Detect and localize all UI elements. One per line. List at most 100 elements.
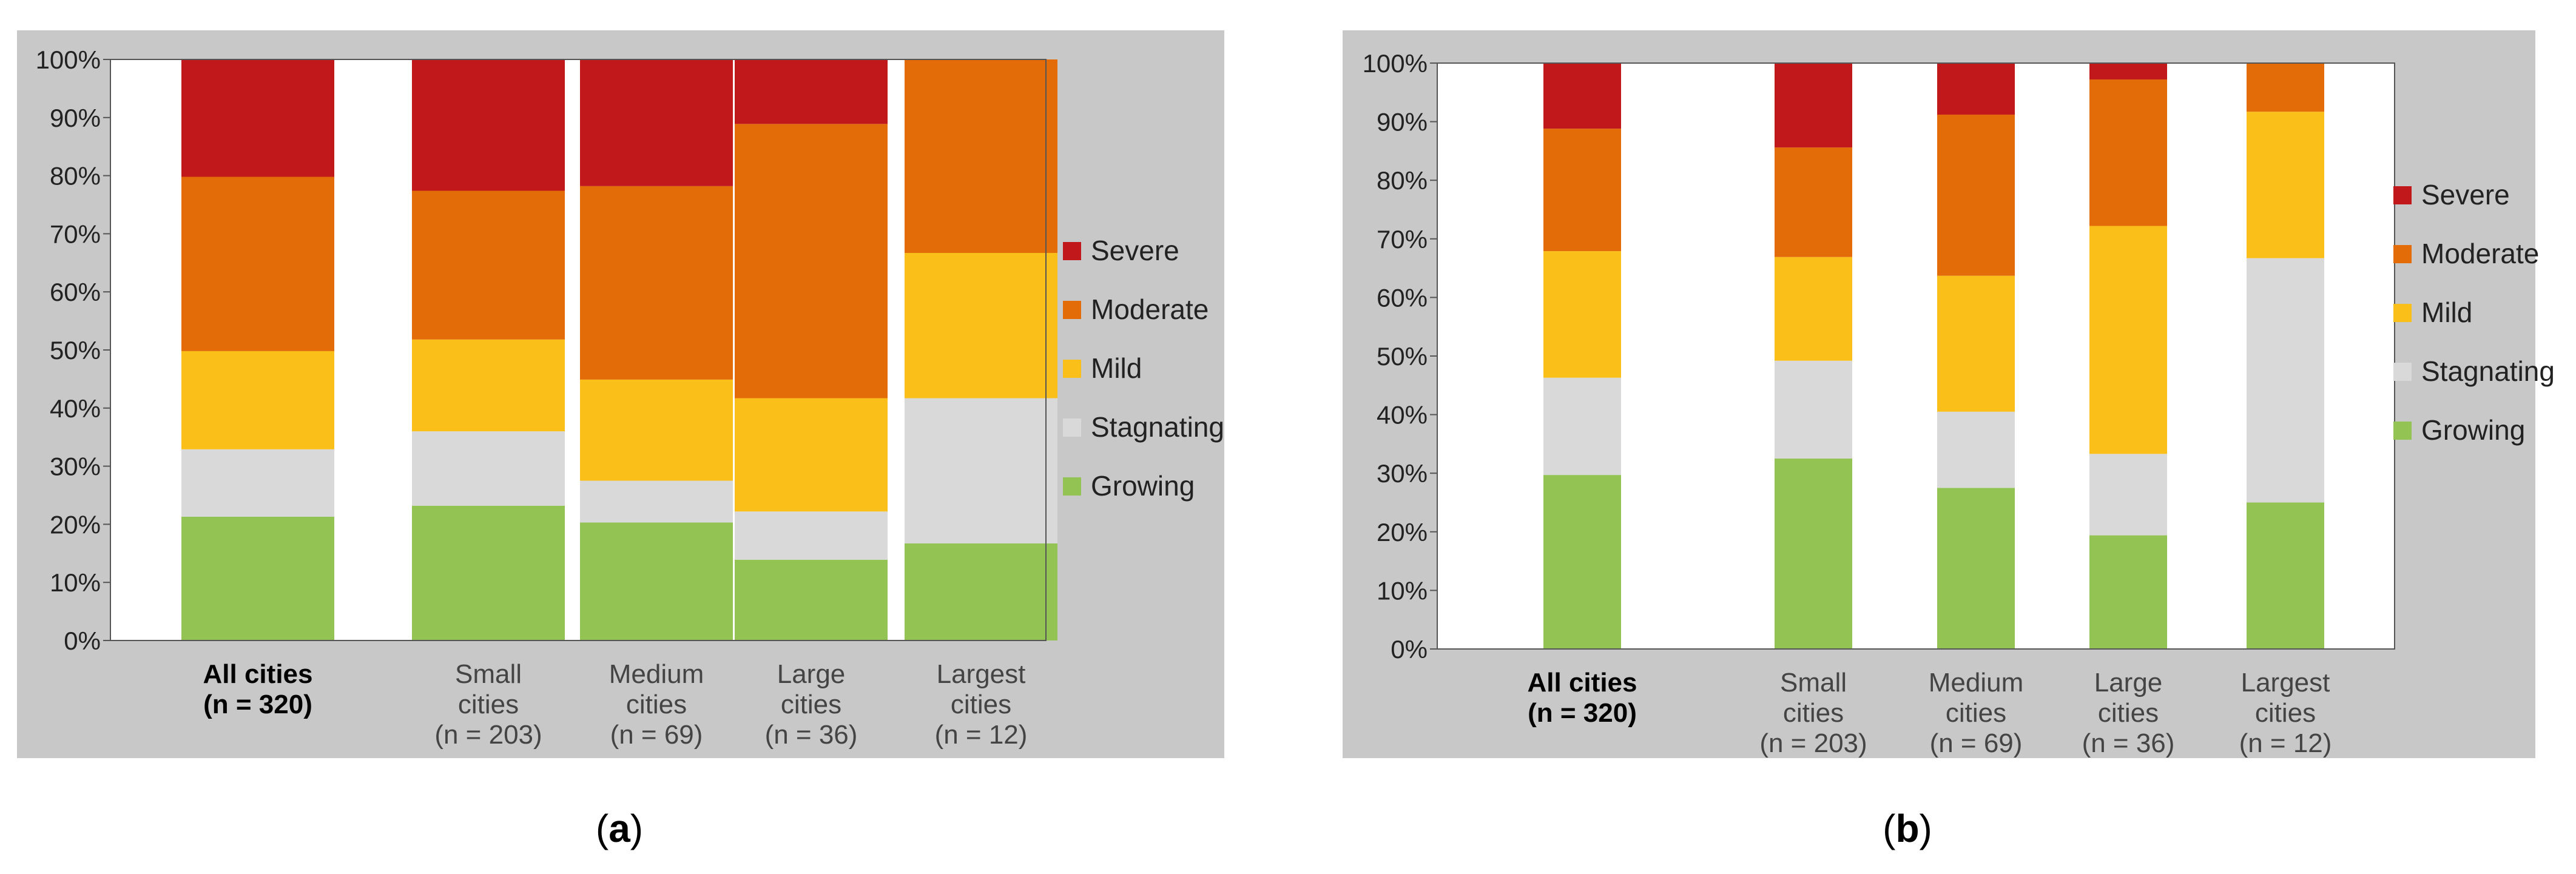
- bar-segment-moderate: [412, 190, 565, 340]
- bar-segment-growing: [1775, 459, 1852, 649]
- bar-segment-mild: [181, 351, 334, 449]
- bar-segment-stagnating: [412, 431, 565, 506]
- bar-segment-stagnating: [2089, 454, 2167, 536]
- bar-segment-severe: [1543, 63, 1621, 129]
- bar-segment-moderate: [1937, 115, 2015, 276]
- bar-segment-mild: [580, 379, 733, 481]
- category-label: All cities (n = 320): [203, 659, 313, 719]
- bar-segment-growing: [1543, 475, 1621, 649]
- bar-segment-moderate: [2089, 79, 2167, 226]
- bar-segment-severe: [735, 59, 888, 124]
- legend-label-growing: Growing: [1091, 470, 1195, 502]
- bar-segment-mild: [1543, 251, 1621, 378]
- plot-border-b: [1437, 62, 2395, 650]
- category-label: All cities (n = 320): [1528, 668, 1637, 728]
- panel-label-a: (a): [596, 807, 643, 850]
- legend-label-moderate: Moderate: [2421, 238, 2539, 269]
- y-tick-label: 100%: [1363, 49, 1428, 78]
- legend-label-mild: Mild: [1091, 352, 1142, 384]
- panel-b: 0% 10% 20% 30% 40% 50% 60% 70% 80% 90% 100% All cit…: [1288, 0, 2576, 871]
- bar-segment-moderate: [580, 186, 733, 380]
- category-label: Large cities (n = 36): [765, 659, 858, 750]
- category-label: Largest cities (n = 12): [935, 659, 1028, 750]
- y-tick-label: 50%: [1377, 342, 1428, 371]
- y-tick-label: 30%: [1377, 459, 1428, 488]
- bar-segment-moderate: [735, 124, 888, 398]
- legend-label-stagnating: Stagnating: [2421, 355, 2555, 387]
- bar-segment-mild: [735, 398, 888, 512]
- category-label: Medium cities (n = 69): [609, 659, 704, 750]
- bar-segment-stagnating: [2247, 258, 2324, 503]
- bar-segment-severe: [2089, 63, 2167, 80]
- legend-swatch-mild: [2393, 304, 2412, 322]
- category-label: Small cities (n = 203): [434, 659, 542, 750]
- y-tick-label: 40%: [1377, 401, 1428, 429]
- bar-segment-stagnating: [1775, 360, 1852, 459]
- y-tick-label: 0%: [64, 627, 101, 655]
- legend-swatch-moderate: [1063, 301, 1081, 319]
- bar-segment-growing: [905, 543, 1057, 640]
- y-tick-label: 100%: [36, 45, 101, 74]
- bar-segment-severe: [1775, 63, 1852, 148]
- bar-segment-growing: [2089, 535, 2167, 649]
- bar-segment-severe: [580, 59, 733, 186]
- y-tick-label: 20%: [50, 510, 101, 539]
- y-tick-label: 50%: [50, 336, 101, 365]
- bar-segment-growing: [735, 559, 888, 640]
- y-tick-label: 30%: [50, 452, 101, 481]
- bar-segment-stagnating: [905, 398, 1057, 544]
- category-label: Medium cities (n = 69): [1929, 668, 2024, 758]
- y-tick-label: 80%: [1377, 166, 1428, 195]
- bar-segment-stagnating: [735, 511, 888, 560]
- y-tick-label: 70%: [1377, 225, 1428, 254]
- y-tick-label: 10%: [1377, 576, 1428, 605]
- bar-segment-mild: [2089, 226, 2167, 454]
- legend-swatch-growing: [1063, 477, 1081, 496]
- bar-segment-severe: [412, 59, 565, 191]
- bar-segment-stagnating: [580, 480, 733, 523]
- legend-label-severe: Severe: [1091, 235, 1179, 266]
- bar-segment-growing: [181, 516, 334, 640]
- legend-swatch-mild: [1063, 360, 1081, 378]
- legend-swatch-growing: [2393, 422, 2412, 440]
- category-label: Largest cities (n = 12): [2239, 668, 2332, 758]
- bar-segment-growing: [1937, 488, 2015, 649]
- category-label: Large cities (n = 36): [2082, 668, 2175, 758]
- y-tick-label: 40%: [50, 394, 101, 423]
- bar-segment-stagnating: [1937, 411, 2015, 488]
- bar-segment-severe: [1937, 63, 2015, 115]
- chart-a: 0% 10% 20% 30% 40% 50% 60% 70% 80% 90% 100% All cit…: [17, 30, 1224, 850]
- legend-label-growing: Growing: [2421, 414, 2525, 446]
- y-tick-label: 90%: [50, 104, 101, 132]
- legend-swatch-severe: [2393, 186, 2412, 204]
- bar-segment-moderate: [181, 176, 334, 351]
- chart-b: 0% 10% 20% 30% 40% 50% 60% 70% 80% 90% 100% All cit…: [1343, 30, 2555, 850]
- legend-swatch-moderate: [2393, 245, 2412, 263]
- bar-segment-mild: [905, 253, 1057, 398]
- y-tick-label: 90%: [1377, 108, 1428, 136]
- y-tick-label: 70%: [50, 220, 101, 248]
- legend-label-severe: Severe: [2421, 179, 2510, 210]
- category-label: Small cities (n = 203): [1759, 668, 1867, 758]
- y-tick-label: 80%: [50, 162, 101, 190]
- panel-label-b: (b): [1883, 807, 1932, 850]
- y-tick-label: 60%: [50, 278, 101, 306]
- y-tick-label: 0%: [1391, 635, 1428, 664]
- bar-segment-moderate: [905, 59, 1057, 254]
- bar-segment-mild: [1937, 275, 2015, 412]
- bar-segment-severe: [181, 59, 334, 177]
- legend-swatch-stagnating: [1063, 419, 1081, 437]
- y-tick-label: 10%: [50, 568, 101, 597]
- legend-label-stagnating: Stagnating: [1091, 411, 1224, 443]
- bar-segment-growing: [412, 505, 565, 640]
- plot-border-a: [110, 59, 1047, 641]
- legend-swatch-severe: [1063, 242, 1081, 260]
- panel-a: 0% 10% 20% 30% 40% 50% 60% 70% 80% 90% 100% All cit…: [0, 0, 1288, 871]
- y-tick-label: 20%: [1377, 518, 1428, 546]
- bar-segment-growing: [580, 522, 733, 640]
- y-tick-label: 60%: [1377, 283, 1428, 312]
- bar-segment-growing: [2247, 502, 2324, 649]
- bar-segment-mild: [2247, 112, 2324, 258]
- bar-segment-moderate: [1543, 129, 1621, 252]
- legend-swatch-stagnating: [2393, 363, 2412, 381]
